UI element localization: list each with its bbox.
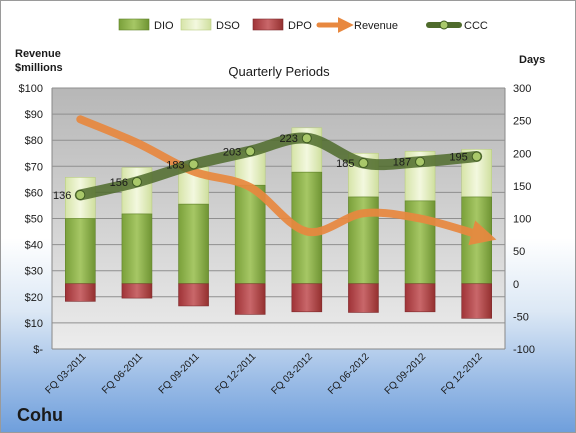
right-tick-label: 0: [513, 279, 519, 291]
left-tick-label: $60: [25, 187, 43, 199]
left-tick-label: $100: [19, 83, 43, 95]
x-tick-label: FQ 09-2011: [157, 351, 202, 396]
left-axis-label-line2: $millions: [15, 62, 63, 74]
ccc-point: [471, 151, 482, 162]
dpo-bar: [291, 283, 323, 313]
ccc-point: [358, 158, 369, 169]
x-tick-label: FQ 12-2012: [439, 351, 485, 397]
right-tick-label: 50: [513, 246, 525, 258]
dpo-bar: [65, 283, 96, 302]
x-tick-label: FQ 09-2012: [383, 351, 429, 397]
dso-bar: [121, 167, 153, 215]
left-tick-label: $40: [25, 240, 43, 252]
dio-bar: [121, 213, 153, 285]
left-tick-label: $80: [25, 135, 43, 147]
ccc-point: [188, 159, 199, 170]
right-tick-label: 100: [513, 214, 531, 226]
x-tick-label: FQ 03-2012: [269, 351, 315, 397]
x-tick-label: FQ 12-2011: [213, 351, 258, 396]
ccc-point: [75, 190, 86, 201]
right-axis-ticks: -100 -50 0 50 100 150 200 250 300: [513, 83, 535, 356]
ccc-data-label: 183: [166, 159, 184, 171]
chart-legend: DIO DSO DPO Revenue CCC: [118, 16, 488, 34]
left-tick-label: $70: [25, 161, 43, 173]
dpo-bar: [461, 283, 492, 319]
right-tick-label: 150: [513, 181, 531, 193]
dpo-bar: [121, 283, 153, 299]
ccc-data-label: 185: [336, 158, 354, 170]
legend-label: DSO: [216, 20, 240, 32]
ccc-data-label: 136: [53, 190, 71, 202]
ccc-point: [245, 146, 256, 157]
company-name: Cohu: [17, 405, 63, 425]
dio-bar: [178, 203, 209, 285]
dpo-bar: [234, 283, 266, 315]
ccc-series: 136 156 183 203 223 185 187 195: [53, 132, 483, 202]
legend-label: Revenue: [354, 20, 398, 32]
x-tick-label: FQ 06-2011: [100, 351, 145, 396]
legend-swatch: [180, 18, 212, 31]
legend-label: CCC: [464, 20, 488, 32]
right-axis-label: Days: [519, 54, 545, 66]
left-axis-ticks: $- $10 $20 $30 $40 $50 $60 $70 $80 $90 $100: [19, 83, 44, 356]
ccc-data-label: 203: [223, 146, 241, 158]
right-tick-label: -100: [513, 344, 535, 356]
left-tick-label: $30: [25, 266, 43, 278]
revenue-line: [76, 115, 497, 246]
left-tick-label: $-: [33, 344, 43, 356]
ccc-point: [301, 133, 312, 144]
chart-title: Quarterly Periods: [228, 64, 330, 79]
ccc-point: [131, 176, 142, 187]
left-tick-label: $20: [25, 292, 43, 304]
ccc-data-label: 187: [393, 157, 411, 169]
legend-swatch: [252, 18, 284, 31]
dpo-bar: [348, 283, 379, 313]
ccc-point: [415, 156, 426, 167]
x-axis-ticks: FQ 03-2011 FQ 06-2011 FQ 09-2011 FQ 12-2011…: [43, 351, 485, 397]
x-tick-label: FQ 03-2011: [43, 351, 88, 396]
dpo-bar: [178, 283, 209, 307]
ccc-line: [74, 132, 483, 201]
dio-bar: [234, 184, 266, 285]
dio-bar: [461, 196, 492, 285]
ccc-data-label: 223: [279, 133, 297, 145]
left-tick-label: $50: [25, 214, 43, 226]
x-tick-label: FQ 06-2012: [326, 351, 372, 397]
right-tick-label: 300: [513, 83, 531, 95]
left-axis-label-line1: Revenue: [15, 48, 61, 60]
ccc-data-label: 195: [449, 152, 467, 164]
revenue-series: [76, 115, 497, 246]
right-tick-label: 250: [513, 116, 531, 128]
legend-label: DPO: [288, 20, 312, 32]
legend-swatch: [439, 20, 449, 30]
legend-swatch: [118, 18, 150, 31]
ccc-data-label: 156: [110, 177, 128, 189]
right-tick-label: 200: [513, 148, 531, 160]
right-tick-label: -50: [513, 311, 529, 323]
dpo-bar: [404, 283, 436, 313]
dio-bar: [65, 218, 96, 285]
left-tick-label: $10: [25, 318, 43, 330]
legend-label: DIO: [154, 20, 174, 32]
bar-series: [65, 127, 492, 319]
left-tick-label: $90: [25, 109, 43, 121]
